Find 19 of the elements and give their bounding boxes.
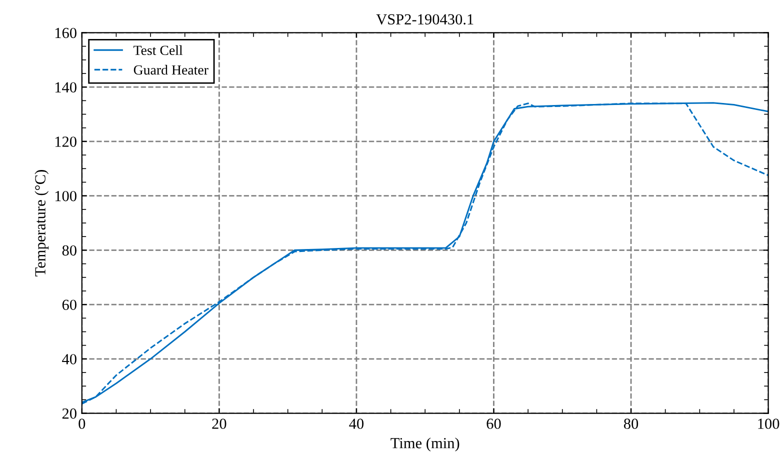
x-tick-label: 60 — [486, 418, 501, 429]
y-tick-label: 60 — [62, 300, 76, 310]
y-tick-label: 20 — [62, 408, 76, 419]
y-tick-label: 100 — [55, 190, 76, 202]
x-axis-title: Time (min) — [390, 438, 460, 452]
y-tick-label: 40 — [62, 354, 76, 364]
y-tick-label: 140 — [55, 82, 76, 93]
legend-label: Test Cell — [134, 45, 183, 56]
y-tick-label: 160 — [55, 28, 76, 38]
y-axis-title: Temperature (°C) — [34, 170, 49, 276]
x-tick-label: 20 — [212, 418, 226, 429]
x-tick-label: 80 — [624, 418, 638, 429]
x-tick-label: 0 — [78, 418, 86, 429]
y-tick-label: 80 — [62, 245, 76, 256]
y-tick-label: 120 — [55, 136, 76, 147]
legend-label: Guard Heater — [134, 64, 208, 75]
chart-title: VSP2-190430.1 — [376, 14, 474, 25]
x-tick-label: 100 — [758, 418, 780, 429]
x-tick-label: 40 — [349, 418, 364, 429]
